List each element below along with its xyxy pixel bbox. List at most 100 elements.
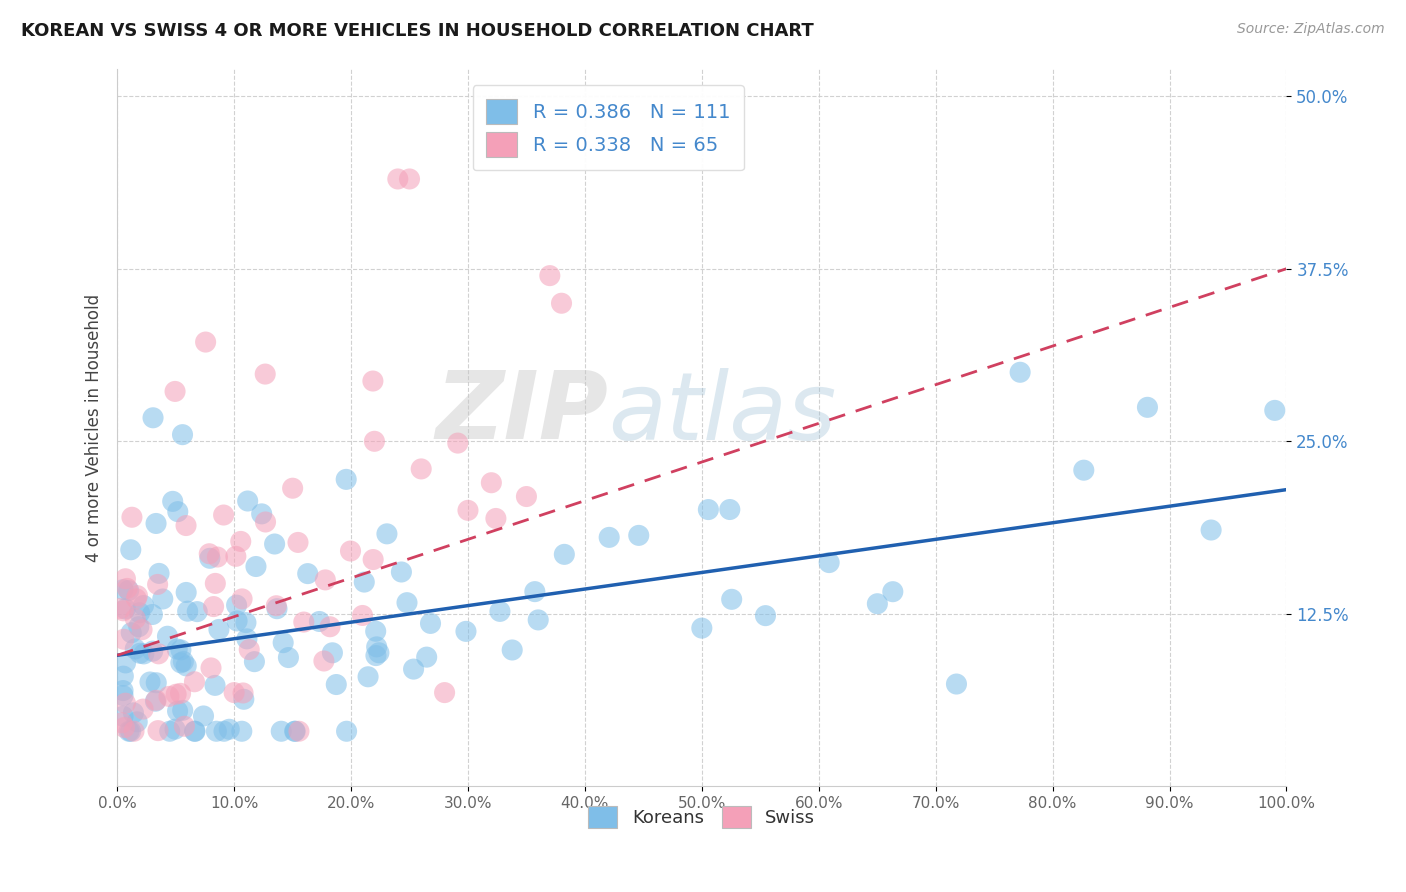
Point: [118, 583, 141, 598]
Point: [243, 655, 266, 669]
Point: [145, 675, 167, 690]
Point: [325, 677, 347, 691]
Point: [159, 724, 181, 739]
Point: [457, 503, 479, 517]
Point: [166, 505, 188, 519]
Point: [447, 436, 470, 450]
Point: [118, 724, 141, 739]
Point: [142, 410, 165, 425]
Point: [114, 656, 136, 670]
Point: [368, 646, 391, 660]
Point: [172, 427, 194, 442]
Point: [375, 526, 398, 541]
Point: [312, 654, 335, 668]
Point: [288, 724, 311, 739]
Point: [156, 629, 179, 643]
Point: [479, 475, 502, 490]
Point: [250, 507, 273, 521]
Point: [818, 556, 841, 570]
Point: [174, 585, 197, 599]
Point: [266, 601, 288, 615]
Point: [357, 670, 380, 684]
Point: [114, 572, 136, 586]
Point: [263, 537, 285, 551]
Point: [225, 598, 247, 612]
Point: [122, 706, 145, 720]
Text: Source: ZipAtlas.com: Source: ZipAtlas.com: [1237, 22, 1385, 37]
Point: [389, 565, 412, 579]
Point: [231, 724, 253, 739]
Point: [112, 689, 135, 703]
Point: [538, 268, 561, 283]
Point: [232, 686, 254, 700]
Point: [364, 648, 387, 663]
Point: [166, 642, 188, 657]
Point: [205, 724, 228, 739]
Point: [366, 640, 388, 654]
Point: [163, 722, 186, 736]
Point: [415, 650, 437, 665]
Point: [690, 621, 713, 635]
Point: [720, 592, 742, 607]
Point: [527, 613, 550, 627]
Point: [172, 655, 194, 669]
Point: [170, 643, 193, 657]
Point: [139, 675, 162, 690]
Point: [112, 632, 135, 647]
Point: [112, 683, 135, 698]
Point: [152, 592, 174, 607]
Point: [245, 559, 267, 574]
Point: [124, 612, 146, 626]
Point: [266, 599, 288, 613]
Point: [112, 709, 135, 723]
Point: [200, 661, 222, 675]
Point: [111, 715, 134, 730]
Point: [194, 334, 217, 349]
Point: [1073, 463, 1095, 477]
Point: [339, 544, 361, 558]
Point: [235, 615, 257, 630]
Point: [122, 724, 145, 739]
Point: [238, 642, 260, 657]
Point: [173, 719, 195, 733]
Point: [284, 724, 307, 739]
Point: [127, 714, 149, 729]
Point: [515, 490, 537, 504]
Point: [297, 566, 319, 581]
Point: [193, 709, 215, 723]
Point: [271, 635, 294, 649]
Point: [335, 472, 357, 486]
Point: [146, 723, 169, 738]
Point: [128, 606, 150, 620]
Point: [254, 367, 277, 381]
Point: [218, 723, 240, 737]
Point: [627, 528, 650, 542]
Point: [352, 608, 374, 623]
Point: [127, 589, 149, 603]
Point: [202, 599, 225, 614]
Point: [489, 604, 512, 618]
Point: [1199, 523, 1222, 537]
Point: [236, 632, 259, 646]
Point: [1264, 403, 1286, 417]
Point: [866, 597, 889, 611]
Point: [198, 547, 221, 561]
Point: [550, 296, 572, 310]
Point: [281, 481, 304, 495]
Point: [129, 646, 152, 660]
Point: [207, 549, 229, 564]
Point: [141, 607, 163, 622]
Point: [142, 644, 165, 658]
Point: [204, 576, 226, 591]
Point: [110, 601, 132, 615]
Point: [204, 678, 226, 692]
Point: [172, 703, 194, 717]
Point: [148, 647, 170, 661]
Point: [361, 552, 384, 566]
Point: [125, 591, 148, 606]
Point: [231, 591, 253, 606]
Point: [170, 656, 193, 670]
Point: [157, 690, 180, 704]
Point: [270, 724, 292, 739]
Point: [395, 596, 418, 610]
